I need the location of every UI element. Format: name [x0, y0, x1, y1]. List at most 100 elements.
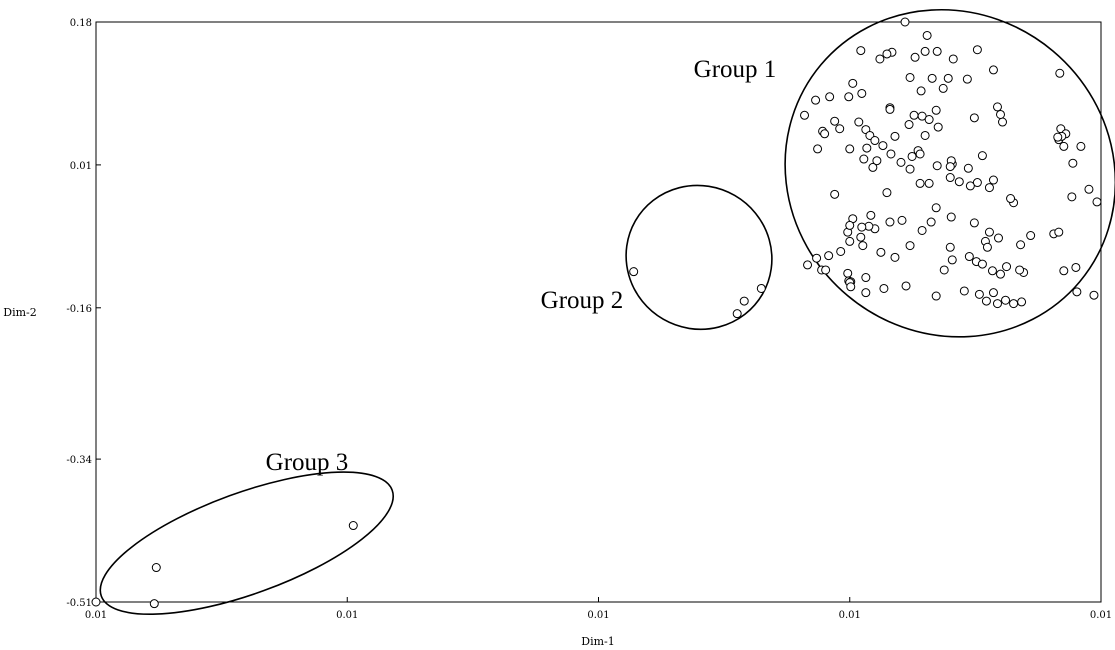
group-label: Group 1: [694, 56, 777, 83]
data-point: [739, 296, 749, 306]
data-point: [992, 102, 1002, 112]
data-point: [1084, 184, 1094, 194]
data-point: [987, 266, 997, 276]
data-point: [836, 246, 846, 256]
data-point: [969, 218, 979, 228]
data-point: [981, 296, 991, 306]
data-point: [1016, 240, 1026, 250]
data-point: [1092, 197, 1102, 207]
data-point: [866, 210, 876, 220]
data-point: [875, 54, 885, 64]
data-point: [947, 255, 957, 265]
data-point: [969, 113, 979, 123]
data-point: [149, 599, 159, 609]
data-point: [972, 45, 982, 55]
data-point: [846, 282, 856, 292]
data-point: [910, 52, 920, 62]
data-point: [820, 129, 830, 139]
data-point: [1068, 158, 1078, 168]
data-points: [91, 17, 1102, 609]
data-point: [920, 46, 930, 56]
data-point: [900, 17, 910, 27]
data-point: [963, 163, 973, 173]
data-point: [1006, 194, 1016, 204]
data-point: [1015, 265, 1025, 275]
y-tick-label: -0.16: [66, 304, 92, 315]
x-tick-label: 0.01: [85, 610, 107, 621]
data-point: [988, 65, 998, 75]
y-tick-label: 0.18: [70, 18, 92, 29]
y-axis-ticks: 0.18 0.01 -0.16 -0.34 -0.51: [66, 18, 101, 609]
data-point: [1059, 141, 1069, 151]
data-point: [812, 253, 822, 263]
data-point: [811, 95, 821, 105]
data-point: [890, 131, 900, 141]
data-point: [917, 225, 927, 235]
data-point: [1053, 132, 1063, 142]
data-point: [901, 281, 911, 291]
data-point: [882, 188, 892, 198]
data-point: [924, 178, 934, 188]
group-ellipse: [625, 184, 773, 331]
data-point: [948, 54, 958, 64]
data-point: [868, 162, 878, 172]
data-point: [965, 181, 975, 191]
data-point: [857, 88, 867, 98]
data-point: [1072, 287, 1082, 297]
data-point: [1071, 262, 1081, 272]
data-point: [988, 288, 998, 298]
data-point: [931, 203, 941, 213]
data-point: [844, 92, 854, 102]
data-point: [905, 72, 915, 82]
data-point: [932, 161, 942, 171]
y-tick-label: 0.01: [70, 161, 92, 172]
data-point: [845, 144, 855, 154]
data-point: [1055, 68, 1065, 78]
data-point: [821, 265, 831, 275]
data-point: [885, 217, 895, 227]
group-ellipses: [99, 8, 1115, 616]
data-point: [993, 233, 1003, 243]
data-point: [922, 30, 932, 40]
data-point: [905, 241, 915, 251]
data-point: [886, 149, 896, 159]
data-point: [962, 74, 972, 84]
data-point: [904, 120, 914, 130]
data-point: [907, 151, 917, 161]
data-point: [933, 122, 943, 132]
group-ellipse: [784, 8, 1115, 338]
data-point: [861, 273, 871, 283]
data-point: [876, 247, 886, 257]
data-point: [915, 178, 925, 188]
data-point: [954, 177, 964, 187]
data-point: [988, 175, 998, 185]
data-point: [890, 252, 900, 262]
data-point: [859, 154, 869, 164]
data-point: [1076, 141, 1086, 151]
data-point: [854, 117, 864, 127]
data-point: [945, 173, 955, 183]
data-point: [1026, 231, 1036, 241]
data-point: [927, 73, 937, 83]
group-labels: Group 1 Group 2 Group 3: [266, 56, 777, 476]
y-axis-label: Dim-2: [3, 306, 36, 319]
data-point: [848, 78, 858, 88]
data-point: [882, 49, 892, 59]
data-point: [885, 104, 895, 114]
data-point: [878, 141, 888, 151]
data-point: [905, 164, 915, 174]
data-point: [348, 521, 358, 531]
data-point: [982, 242, 992, 252]
data-point: [800, 110, 810, 120]
data-point: [992, 299, 1002, 309]
data-point: [977, 259, 987, 269]
data-point: [835, 124, 845, 134]
data-point: [945, 242, 955, 252]
x-tick-label: 0.01: [1090, 610, 1112, 621]
data-point: [996, 109, 1005, 119]
data-point: [856, 232, 866, 242]
data-point: [91, 597, 101, 607]
data-point: [732, 309, 742, 319]
data-point: [151, 563, 161, 573]
